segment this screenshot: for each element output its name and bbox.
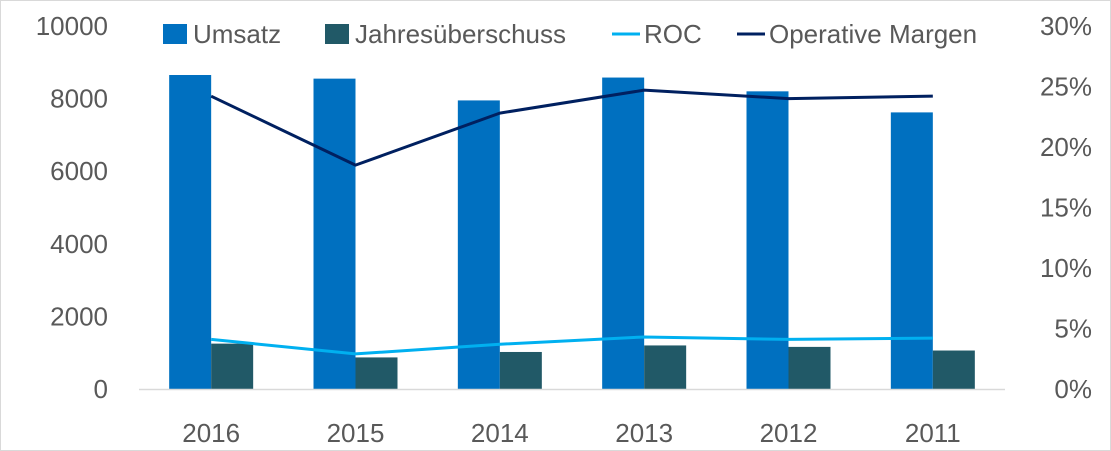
legend: Umsatz Jahresüberschuss ROC Operative Marge… bbox=[163, 19, 977, 49]
lines bbox=[210, 88, 933, 356]
x-tick-label: 2014 bbox=[471, 418, 529, 448]
right-tick-label: 0% bbox=[1054, 374, 1092, 404]
x-tick-label: 2015 bbox=[327, 418, 385, 448]
line-roc bbox=[211, 335, 933, 356]
bars bbox=[169, 75, 975, 390]
left-tick-label: 0 bbox=[94, 374, 108, 404]
right-tick-label: 25% bbox=[1040, 72, 1092, 102]
left-tick-label: 6000 bbox=[50, 156, 108, 186]
left-tick-label: 8000 bbox=[50, 84, 108, 114]
left-tick-label: 4000 bbox=[50, 229, 108, 259]
right-axis-ticks: 0% 5% 10% 15% 20% 25% 30% bbox=[1040, 11, 1092, 404]
right-tick-label: 10% bbox=[1040, 253, 1092, 283]
legend-label: Operative Margen bbox=[769, 19, 977, 49]
legend-swatch bbox=[325, 24, 349, 44]
legend-label: Umsatz bbox=[193, 19, 281, 49]
bar-umsatz bbox=[746, 91, 789, 389]
x-axis-ticks: 2016 2015 2014 2013 2012 2011 bbox=[182, 418, 961, 448]
right-tick-label: 20% bbox=[1040, 132, 1092, 162]
left-tick-label: 2000 bbox=[50, 301, 108, 331]
line-operative-margen bbox=[210, 88, 933, 167]
x-tick-label: 2011 bbox=[905, 418, 961, 448]
bar-jahres-berschuss bbox=[211, 343, 254, 389]
bar-jahres-berschuss bbox=[644, 345, 687, 389]
right-tick-label: 15% bbox=[1040, 193, 1092, 223]
legend-label: ROC bbox=[644, 19, 702, 49]
x-tick-label: 2012 bbox=[760, 418, 818, 448]
bar-umsatz bbox=[457, 100, 500, 389]
right-tick-label: 5% bbox=[1054, 314, 1092, 344]
right-tick-label: 30% bbox=[1040, 11, 1092, 41]
legend-label: Jahresüberschuss bbox=[355, 19, 566, 49]
bar-umsatz bbox=[602, 77, 645, 390]
bar-jahres-berschuss bbox=[355, 357, 398, 389]
left-axis-ticks: 0 2000 4000 6000 8000 10000 bbox=[36, 11, 108, 404]
bar-umsatz bbox=[169, 75, 212, 389]
bar-jahres-berschuss bbox=[499, 351, 542, 389]
x-tick-label: 2013 bbox=[615, 418, 673, 448]
left-tick-label: 10000 bbox=[36, 11, 108, 41]
bar-umsatz bbox=[890, 112, 933, 390]
bar-jahres-berschuss bbox=[788, 346, 831, 389]
bar-jahres-berschuss bbox=[932, 350, 975, 389]
bar-umsatz bbox=[313, 78, 356, 389]
x-tick-label: 2016 bbox=[182, 418, 240, 448]
legend-swatch bbox=[163, 24, 187, 44]
